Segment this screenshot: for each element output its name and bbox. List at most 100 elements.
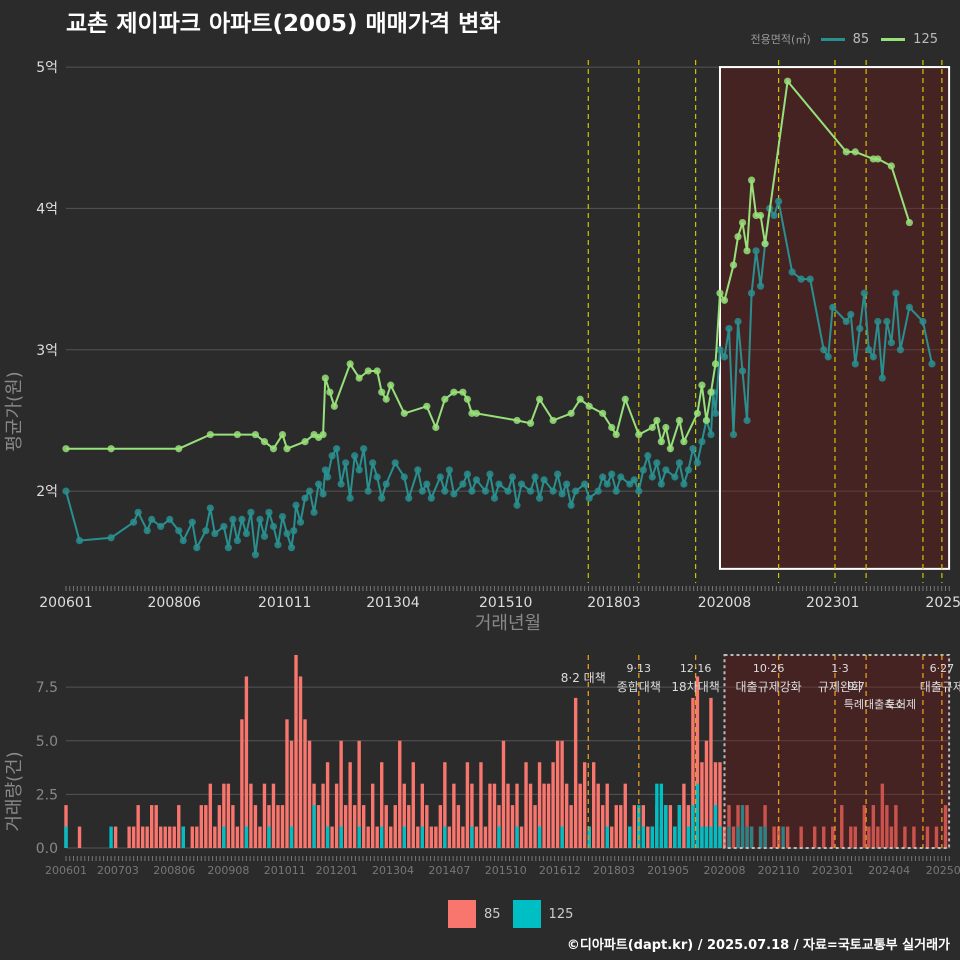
data-point-85	[554, 470, 562, 478]
data-point-85	[517, 480, 526, 488]
data-point-85	[400, 473, 408, 481]
data-point-125	[716, 289, 724, 297]
bar-85	[551, 762, 555, 848]
data-point-125	[612, 430, 620, 439]
data-point-85	[662, 466, 670, 474]
bar-85	[718, 762, 722, 848]
bar-85	[113, 826, 118, 848]
bar-125	[244, 826, 249, 848]
data-point-85	[305, 487, 314, 495]
bar-y-tick-label: 7.5	[36, 680, 58, 696]
bar-85	[894, 805, 898, 848]
annotation-label: 특례대출축소	[844, 698, 905, 711]
bar-85	[276, 805, 280, 848]
bar-85	[632, 805, 636, 848]
bar-85	[601, 805, 605, 848]
data-point-85	[698, 438, 706, 446]
bar-highlight-box	[723, 654, 951, 849]
data-point-125	[608, 423, 616, 432]
data-point-85	[62, 487, 70, 495]
x-tick-label: 200806	[148, 595, 202, 611]
top-legend: 전용면적(㎡) 85 125	[751, 31, 950, 47]
bar-x-tick-label: 201011	[264, 864, 306, 877]
bar-x-tick-label: 201510	[485, 864, 527, 877]
bar-125	[718, 826, 722, 848]
data-point-85	[342, 459, 350, 467]
bar-85	[903, 826, 907, 848]
data-point-125	[693, 409, 702, 417]
data-point-125	[278, 430, 287, 439]
data-point-125	[702, 416, 711, 425]
data-point-85	[418, 487, 426, 495]
data-point-85	[693, 459, 702, 467]
data-point-85	[635, 487, 643, 495]
bar-85	[799, 826, 803, 848]
data-point-85	[639, 466, 647, 474]
bar-125	[470, 826, 474, 848]
data-point-125	[373, 367, 381, 375]
data-point-85	[278, 512, 287, 521]
bar-125	[641, 826, 645, 848]
annotation-date: 12·16	[680, 662, 712, 675]
bar-125	[267, 826, 271, 848]
bar-125	[749, 826, 754, 848]
legend-title: 전용면적(㎡)	[750, 33, 811, 46]
bar-85	[226, 783, 231, 848]
data-point-85	[734, 317, 742, 326]
data-point-85	[531, 473, 539, 481]
bar-85	[564, 783, 569, 848]
data-point-85	[206, 504, 214, 512]
data-point-85	[238, 515, 246, 523]
data-point-125	[747, 176, 756, 184]
bar-y-tick-label: 5.0	[36, 734, 58, 750]
data-point-125	[301, 438, 309, 446]
annotation-label: 대출규제	[920, 680, 960, 694]
bar-85	[325, 762, 330, 848]
data-point-85	[572, 487, 580, 495]
data-point-85	[441, 487, 449, 495]
bar-85	[303, 719, 307, 848]
bar-85	[77, 826, 82, 848]
bar-85	[555, 740, 560, 848]
bar-85	[560, 740, 564, 848]
bar-85	[506, 783, 510, 848]
bar-85	[709, 697, 713, 848]
data-point-85	[775, 197, 783, 205]
bar-85	[456, 805, 461, 848]
bar-85	[515, 783, 519, 848]
bar-85	[704, 740, 709, 848]
data-point-85	[107, 534, 115, 542]
data-point-125	[62, 445, 70, 453]
annotation-label: 8·2 대책	[561, 670, 606, 685]
data-point-85	[797, 275, 805, 283]
bar-x-tick-label: 202404	[868, 864, 910, 877]
bar-125	[673, 826, 677, 848]
data-point-85	[842, 317, 850, 326]
bar-85	[425, 805, 429, 848]
data-point-85	[321, 466, 329, 474]
data-point-85	[224, 544, 232, 552]
data-point-85	[608, 470, 616, 478]
data-point-85	[653, 459, 661, 467]
data-point-85	[269, 522, 278, 531]
bar-85	[474, 826, 479, 848]
data-point-125	[675, 416, 683, 425]
data-point-85	[869, 353, 877, 361]
data-point-125	[635, 430, 643, 439]
annotation-label: 종합대책	[617, 679, 661, 694]
bar-125	[325, 826, 330, 848]
bar-85	[492, 783, 497, 848]
bar-85	[330, 826, 334, 848]
data-point-85	[490, 494, 499, 502]
bar-85	[682, 783, 686, 848]
data-point-125	[441, 395, 449, 403]
data-point-85	[874, 317, 882, 326]
data-point-85	[256, 515, 264, 523]
bar-85	[429, 826, 434, 848]
data-point-85	[865, 346, 873, 354]
data-point-85	[563, 480, 571, 488]
bar-85	[316, 805, 321, 848]
bar-85	[447, 826, 452, 848]
bottom-legend-item-85: 85	[448, 900, 501, 928]
data-point-85	[770, 211, 778, 220]
